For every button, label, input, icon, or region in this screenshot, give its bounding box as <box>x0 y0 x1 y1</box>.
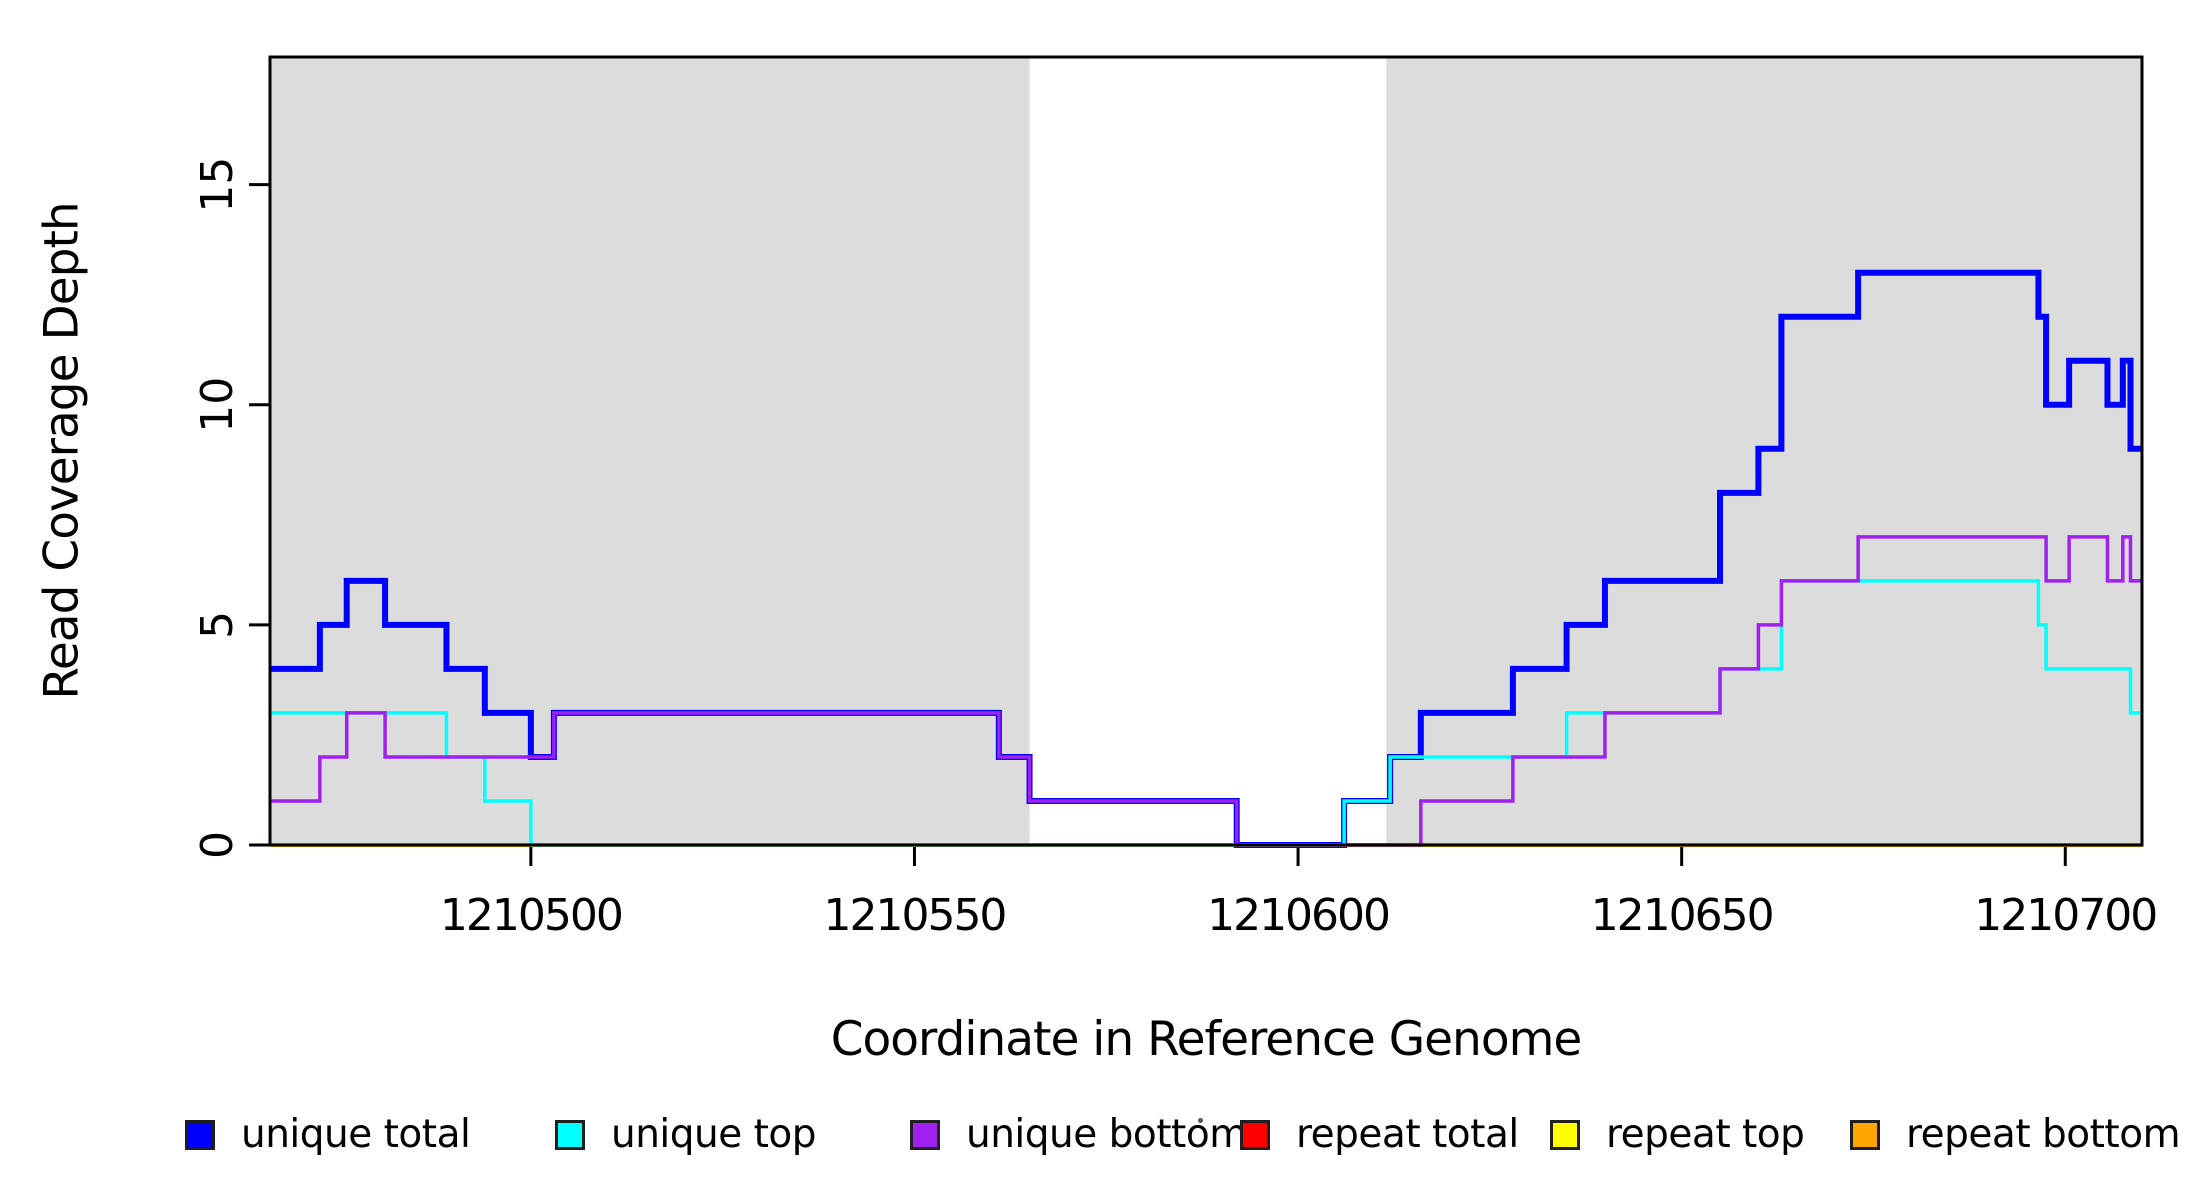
legend-item-repeat-total: repeat total <box>1240 1112 1519 1157</box>
plot-border <box>268 55 2144 847</box>
legend-item-unique-bottom: unique bottom <box>910 1112 1247 1157</box>
legend-label: unique bottom <box>966 1112 1247 1157</box>
x-tick-label: 1210500 <box>440 890 622 941</box>
y-axis-title: Read Coverage Depth <box>34 202 90 700</box>
legend-label: unique total <box>241 1112 471 1157</box>
x-tick-label: 1210600 <box>1207 890 1389 941</box>
series-unique-total <box>270 269 2142 848</box>
legend-swatch-icon <box>1240 1119 1270 1150</box>
x-tick-label: 1210700 <box>1974 890 2156 941</box>
series-unique-bottom <box>270 535 2142 847</box>
y-tick-label: 5 <box>192 611 243 639</box>
legend-item-unique-top: unique top <box>555 1112 817 1157</box>
legend-label: repeat total <box>1296 1112 1519 1157</box>
y-tick-label: 0 <box>192 831 243 859</box>
legend-label: unique top <box>611 1112 817 1157</box>
x-axis-title: Coordinate in Reference Genome <box>830 1012 1583 1067</box>
legend-swatch-icon <box>185 1119 215 1150</box>
legend-swatch-icon <box>1550 1119 1580 1150</box>
legend-item-repeat-bottom: repeat bottom <box>1850 1112 2181 1157</box>
legend-item-repeat-top: repeat top <box>1550 1112 1805 1157</box>
legend-item-unique-total: unique total <box>185 1112 471 1157</box>
legend-label: repeat bottom <box>1906 1112 2181 1157</box>
stray-dot <box>1198 1118 1203 1123</box>
legend-swatch-icon <box>555 1119 585 1150</box>
series-unique-top <box>270 579 2142 847</box>
legend-swatch-icon <box>1850 1119 1880 1150</box>
x-tick-label: 1210550 <box>823 890 1005 941</box>
y-tick-label: 10 <box>192 377 243 433</box>
x-tick-label: 1210650 <box>1591 890 1773 941</box>
legend-swatch-icon <box>910 1119 940 1150</box>
y-tick-label: 15 <box>192 157 243 213</box>
legend-label: repeat top <box>1606 1112 1805 1157</box>
